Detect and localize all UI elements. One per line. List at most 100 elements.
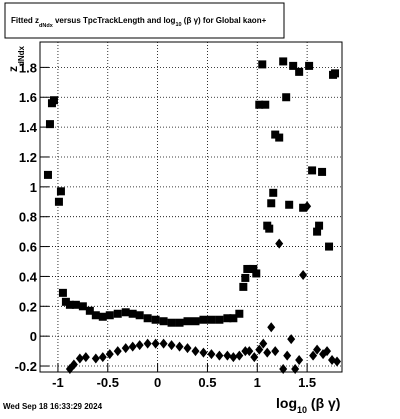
- diamond-marker: [291, 364, 300, 375]
- diamond-marker: [105, 349, 114, 360]
- square-marker: [331, 69, 340, 78]
- diamond-marker: [135, 340, 144, 351]
- square-marker: [128, 309, 137, 318]
- y-tick-label: 1.2: [19, 150, 37, 165]
- square-marker: [191, 317, 200, 326]
- square-marker: [105, 311, 114, 320]
- square-marker: [135, 311, 144, 320]
- y-axis-label: zdNdx: [6, 45, 26, 72]
- diamond-marker: [279, 364, 288, 375]
- y-tick-label: 1.6: [19, 90, 37, 105]
- title-part: versus TpcTrackLength and log: [53, 16, 176, 25]
- diamond-marker: [323, 346, 332, 357]
- diamond-marker: [75, 353, 84, 364]
- diamond-marker: [223, 350, 232, 361]
- square-marker: [269, 188, 278, 197]
- square-marker: [267, 199, 276, 208]
- square-marker: [289, 61, 298, 70]
- square-marker: [252, 269, 261, 278]
- square-marker: [275, 133, 284, 142]
- square-marker: [261, 100, 270, 109]
- y-tick-label: 1: [30, 180, 37, 195]
- square-marker: [167, 318, 176, 327]
- y-tick-label: 0.2: [19, 299, 37, 314]
- diamond-marker: [245, 346, 254, 357]
- diamond-marker: [267, 322, 276, 333]
- diamond-marker: [271, 346, 280, 357]
- diamond-marker: [128, 341, 137, 352]
- square-marker: [183, 317, 192, 326]
- square-marker: [265, 224, 274, 233]
- y-label-part: dNdx: [17, 45, 26, 66]
- y-tick-label: 0.6: [19, 240, 37, 255]
- diamond-marker: [167, 340, 176, 351]
- diamond-marker: [159, 338, 168, 349]
- square-marker: [255, 100, 264, 109]
- x-tick-label: 0.5: [198, 375, 216, 390]
- diamond-marker: [91, 353, 100, 364]
- title-part: z: [35, 16, 39, 25]
- diamond-marker: [143, 338, 152, 349]
- x-tick-label: 1: [254, 375, 261, 390]
- chart-title: Fitted zdNdx versus TpcTrackLength and l…: [11, 16, 267, 29]
- x-tick-label: 0: [154, 375, 161, 390]
- square-marker: [295, 67, 304, 76]
- square-marker: [175, 318, 184, 327]
- square-marker: [151, 315, 160, 324]
- x-label-part: 10: [297, 405, 307, 414]
- diamond-marker: [113, 346, 122, 357]
- square-marker: [78, 302, 87, 311]
- square-marker: [49, 96, 58, 105]
- square-marker: [58, 288, 67, 297]
- diamond-marker: [191, 346, 200, 357]
- square-marker: [56, 187, 65, 196]
- y-tick-label: 0.4: [19, 269, 38, 284]
- square-marker: [223, 314, 232, 323]
- square-marker: [71, 300, 80, 309]
- square-marker: [239, 282, 248, 291]
- square-marker: [121, 308, 130, 317]
- diamond-marker: [333, 356, 342, 367]
- diamond-marker: [207, 349, 216, 360]
- diamond-marker: [295, 355, 304, 366]
- square-marker: [325, 242, 334, 251]
- square-marker: [241, 273, 250, 282]
- title-box: [4, 2, 285, 39]
- title-part: dNdx: [39, 23, 54, 29]
- diamond-marker: [283, 350, 292, 361]
- diamond-marker: [313, 344, 322, 355]
- y-tick-label: 0.8: [19, 210, 37, 225]
- square-marker: [199, 315, 208, 324]
- diamond-marker: [235, 350, 244, 361]
- title-part: 10: [175, 22, 181, 28]
- square-marker: [299, 203, 308, 212]
- title-part: Fitted: [11, 16, 35, 25]
- diamond-marker: [121, 343, 130, 354]
- diamond-marker: [69, 359, 78, 370]
- square-marker: [91, 311, 100, 320]
- square-marker: [143, 314, 152, 323]
- diamond-marker: [175, 341, 184, 352]
- square-marker: [318, 167, 327, 176]
- square-marker: [308, 166, 317, 175]
- diamond-marker: [299, 269, 308, 280]
- footer-date: Wed Sep 18 16:33:29 2024: [3, 402, 103, 411]
- square-marker: [315, 221, 324, 230]
- square-marker: [207, 315, 216, 324]
- square-marker: [45, 120, 54, 129]
- square-marker: [235, 309, 244, 318]
- diamond-marker: [229, 352, 238, 363]
- square-marker: [279, 57, 288, 66]
- square-marker: [285, 200, 294, 209]
- square-marker: [54, 197, 63, 206]
- diamond-marker: [250, 352, 259, 363]
- square-marker: [229, 314, 238, 323]
- square-marker: [65, 300, 74, 309]
- x-tick-label: -0.5: [97, 375, 119, 390]
- diamond-marker: [98, 352, 107, 363]
- square-marker: [249, 264, 258, 273]
- diamond-marker: [309, 350, 318, 361]
- diamond-marker: [183, 343, 192, 354]
